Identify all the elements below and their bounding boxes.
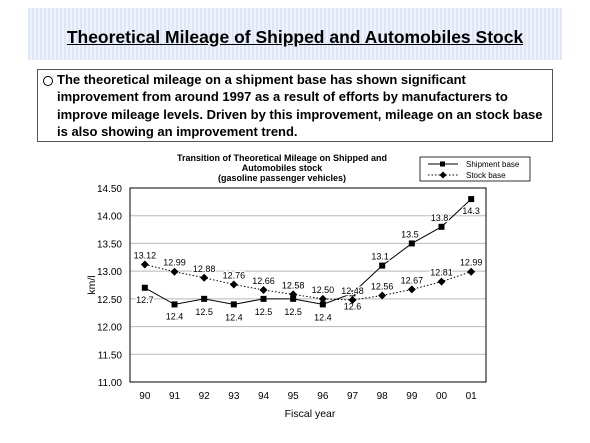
- y-tick-label: 14.50: [97, 184, 122, 195]
- y-tick-label: 14.00: [97, 212, 122, 223]
- data-label: 12.4: [166, 311, 184, 321]
- page-title: Theoretical Mileage of Shipped and Autom…: [66, 27, 524, 47]
- x-axis-label: Fiscal year: [285, 408, 336, 420]
- y-tick-label: 13.00: [97, 267, 122, 278]
- stock-point: [289, 290, 298, 299]
- legend-diamond-marker: [439, 171, 447, 179]
- y-tick-label: 11.00: [98, 378, 123, 389]
- data-label: 12.81: [430, 268, 453, 278]
- stock-point: [318, 294, 327, 303]
- y-axis-label: km/l: [86, 275, 98, 294]
- data-label: 12.5: [255, 307, 273, 317]
- stock-point: [378, 291, 387, 300]
- stock-point: [140, 260, 149, 269]
- chart-title-line: Transition of Theoretical Mileage on Shi…: [177, 153, 387, 163]
- plot-frame: [129, 187, 487, 383]
- shipment-point: [319, 301, 326, 308]
- shipment-point: [408, 240, 415, 247]
- data-label: 12.50: [312, 285, 335, 295]
- x-tick-label: 94: [258, 391, 270, 402]
- chart-title-line: (gasoline passenger vehicles): [218, 173, 346, 183]
- summary-box: [37, 69, 553, 142]
- summary-text: The theoretical mileage on a shipment ba…: [57, 72, 543, 139]
- data-label: 12.76: [223, 270, 246, 280]
- series-line-0: [144, 198, 472, 305]
- shipment-point: [290, 295, 297, 302]
- data-label: 13.8: [431, 213, 449, 223]
- shipment-point: [230, 301, 237, 308]
- shipment-point: [468, 196, 475, 203]
- shipment-point: [141, 284, 148, 291]
- data-label: 12.5: [195, 307, 213, 317]
- shipment-point: [438, 223, 445, 230]
- legend-label: Shipment base: [466, 160, 520, 169]
- x-tick-label: 90: [139, 391, 151, 402]
- data-label: 13.1: [371, 252, 389, 262]
- stock-point: [170, 267, 179, 276]
- chart-title-line: Automobiles stock: [242, 163, 324, 173]
- stock-point: [348, 295, 357, 304]
- data-label: 12.7: [136, 295, 154, 305]
- shipment-point: [260, 295, 267, 302]
- shipment-point: [201, 295, 208, 302]
- x-tick-label: 99: [406, 391, 418, 402]
- stock-point: [407, 285, 416, 294]
- y-tick-label: 13.50: [97, 239, 122, 250]
- shipment-point: [349, 290, 356, 297]
- legend-square-marker: [440, 161, 445, 167]
- data-label: 12.88: [193, 264, 216, 274]
- stock-point: [229, 280, 238, 289]
- x-tick-label: 97: [347, 391, 359, 402]
- data-label: 13.5: [401, 229, 419, 239]
- x-tick-label: 98: [377, 391, 389, 402]
- bullet-circle-icon: [43, 76, 53, 86]
- stock-point: [437, 277, 446, 286]
- shipment-point: [171, 301, 178, 308]
- y-tick-label: 12.50: [97, 295, 122, 306]
- data-label: 12.58: [282, 280, 305, 290]
- x-tick-label: 01: [466, 391, 478, 402]
- data-label: 12.66: [252, 276, 275, 286]
- data-label: 12.4: [314, 312, 332, 322]
- x-tick-label: 93: [228, 391, 240, 402]
- data-label: 14.3: [462, 206, 480, 216]
- data-label: 12.56: [371, 282, 394, 292]
- data-label: 12.67: [401, 275, 424, 285]
- data-label: 12.99: [460, 258, 483, 268]
- title-band: Theoretical Mileage of Shipped and Autom…: [28, 8, 562, 60]
- data-label: 12.5: [284, 307, 302, 317]
- x-tick-label: 91: [169, 391, 181, 402]
- x-tick-label: 92: [199, 391, 211, 402]
- x-tick-label: 96: [317, 391, 329, 402]
- stock-point: [200, 273, 209, 282]
- stock-point: [259, 285, 268, 294]
- legend-box: [419, 156, 531, 182]
- data-label: 12.6: [344, 301, 362, 311]
- x-tick-label: 95: [288, 391, 300, 402]
- data-label: 13.12: [134, 250, 157, 260]
- x-tick-label: 00: [436, 391, 448, 402]
- y-tick-label: 11.50: [98, 350, 123, 361]
- legend-label: Stock base: [466, 171, 506, 180]
- stock-point: [467, 267, 476, 276]
- data-label: 12.99: [163, 258, 186, 268]
- data-label: 12.4: [225, 312, 243, 322]
- y-tick-label: 12.00: [97, 323, 122, 334]
- shipment-point: [379, 262, 386, 269]
- data-label: 12.48: [341, 286, 364, 296]
